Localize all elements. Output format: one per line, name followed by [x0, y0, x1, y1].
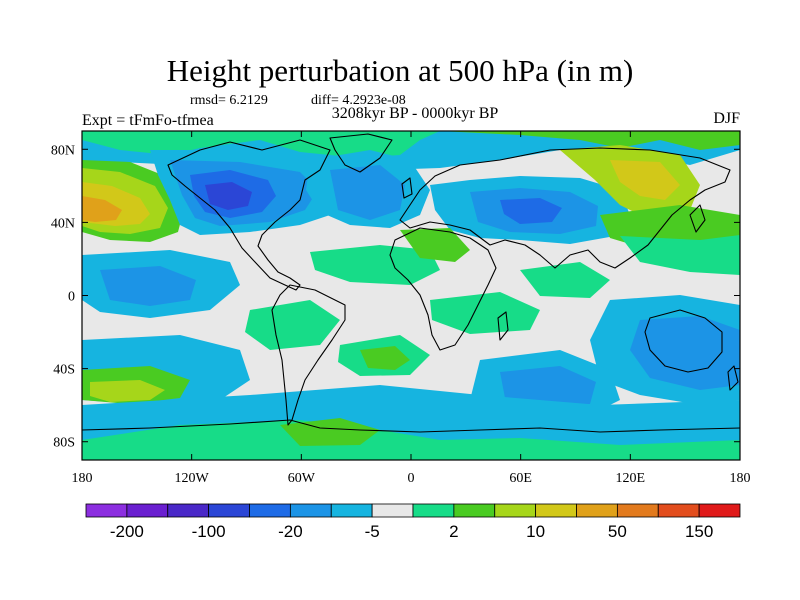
experiment-label: Expt = tFmFo-tfmea — [82, 112, 214, 129]
lat-tick-label: 80N — [51, 143, 75, 158]
field-namerica-deep — [205, 182, 252, 210]
colorbar-swatch — [289, 503, 332, 518]
coast-japan — [689, 204, 706, 233]
field-tropical-mint-1 — [310, 245, 440, 285]
colorbar-swatch — [85, 503, 128, 518]
field-arctic-green-east — [440, 131, 740, 150]
lon-tick-label: 180 — [730, 471, 751, 486]
coast-eurasia — [399, 147, 731, 269]
colorbar-label: -200 — [110, 522, 144, 541]
lon-tick-label: 60E — [509, 471, 532, 486]
lon-tick-label: 120W — [175, 471, 210, 486]
season-label: DJF — [713, 110, 740, 127]
coast-newzealand — [727, 365, 739, 391]
colorbar-label: -100 — [192, 522, 226, 541]
colorbar-label: -20 — [278, 522, 303, 541]
period-label: 3208kyr BP - 0000kyr BP — [331, 105, 499, 122]
colorbar-label: 10 — [526, 522, 545, 541]
field-natlantic-mid — [330, 165, 405, 220]
lon-tick-label: 120E — [616, 471, 646, 486]
map-title: Height perturbation at 500 hPa (in m) — [166, 53, 634, 88]
field-spacific-yellow — [90, 380, 165, 402]
colorbar-label: 50 — [608, 522, 627, 541]
diff-stat: diff= 4.2923e-08 — [311, 93, 406, 108]
colorbar-swatch — [249, 503, 291, 518]
coast-australia — [644, 309, 723, 373]
coast-madagascar — [497, 311, 509, 341]
field-australia-mid — [630, 316, 740, 390]
rmsd-stat: rmsd= 6.2129 — [190, 93, 268, 108]
field-tropical-mint-2 — [245, 300, 340, 350]
colorbar-swatch — [616, 503, 659, 518]
field-wpacific-mint — [620, 235, 740, 275]
colorbar-swatch — [453, 503, 496, 518]
coast-antarctica — [82, 419, 740, 433]
field-sindian-mint — [430, 292, 540, 334]
colorbar-label: 150 — [685, 522, 713, 541]
colorbar-swatch — [371, 503, 414, 518]
field-epacific-mid — [100, 266, 196, 306]
field-npacific-orange — [82, 196, 122, 222]
lat-tick-label: 40S — [53, 363, 75, 378]
colorbar-swatch — [330, 503, 373, 518]
coast-africa — [389, 227, 497, 351]
coast-north-america — [167, 139, 331, 291]
colorbar-swatch — [657, 503, 700, 518]
field-antarctic-green — [280, 418, 380, 446]
colorbar-label: -5 — [365, 522, 380, 541]
field-siberia-olive — [610, 160, 680, 200]
field-tropical-green-1 — [400, 228, 470, 262]
field-antarctic-mint — [82, 420, 740, 460]
field-indian-mint — [520, 262, 610, 298]
colorbar-swatch — [494, 503, 537, 518]
coastlines — [82, 133, 740, 433]
field-eurasia-dark — [500, 198, 562, 224]
colorbar-boxes — [85, 503, 741, 518]
lat-tick-label: 80S — [53, 436, 75, 451]
lon-tick-label: 60W — [288, 471, 316, 486]
colorbar-swatch — [208, 503, 250, 518]
lon-tick-label: 0 — [408, 471, 415, 486]
lat-tick-label: 0 — [68, 290, 75, 305]
colorbar-swatch — [576, 503, 618, 518]
lat-tick-label: 40N — [51, 216, 75, 231]
colorbar-swatch — [535, 503, 577, 518]
colorbar-labels: -200 -100 -20 -5 2 10 50 150 — [110, 522, 713, 541]
coast-greenland — [329, 133, 393, 173]
colorbar-label: 2 — [449, 522, 458, 541]
colorbar-swatch — [698, 503, 741, 518]
colorbar-swatch — [126, 503, 169, 518]
colorbar-swatch — [412, 503, 455, 518]
axis-ticks: 80N 40N 0 40S 80S 180 120W 60W 0 60E 120E 180 — [51, 131, 751, 486]
colorbar-swatch — [167, 503, 210, 518]
field-satlantic-green — [360, 346, 410, 370]
lon-tick-label: 180 — [72, 471, 93, 486]
coast-uk — [401, 177, 413, 199]
